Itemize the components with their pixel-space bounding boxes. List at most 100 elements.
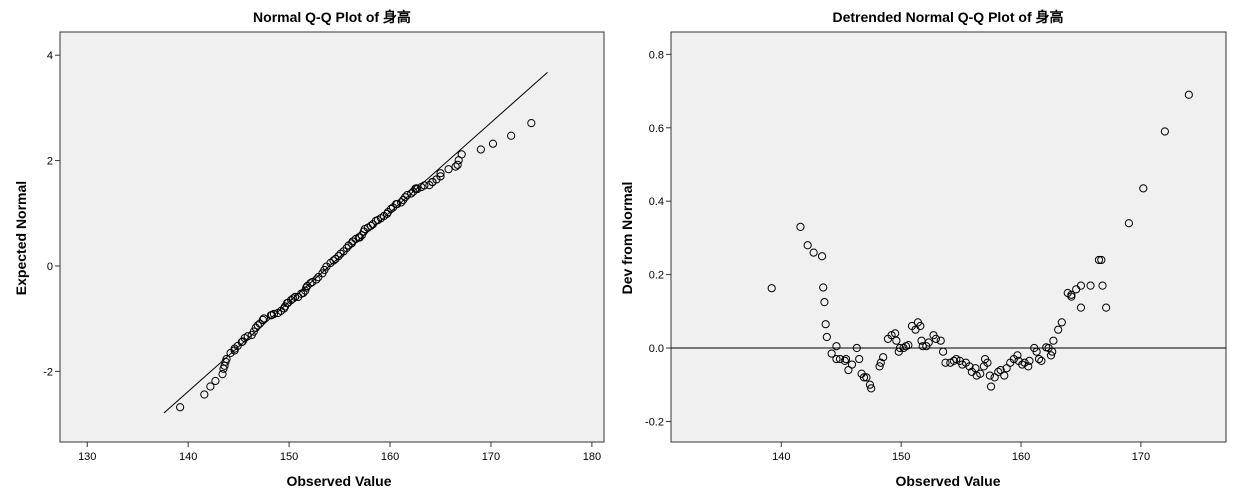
detrended-qq-chart: Detrended Normal Q-Q Plot of 身高 Observed…: [619, 9, 1227, 489]
data-point: [355, 233, 364, 242]
data-point: [832, 342, 841, 351]
data-point: [859, 373, 869, 382]
data-point: [867, 384, 876, 393]
data-point: [817, 252, 827, 261]
data-point: [401, 193, 410, 202]
data-point: [1037, 356, 1046, 365]
x-tick-label: 150: [892, 451, 910, 463]
data-point: [206, 382, 215, 391]
data-point: [392, 199, 402, 209]
data-point: [342, 244, 351, 253]
data-point: [827, 349, 836, 358]
data-point: [366, 221, 375, 230]
y-tick-label: 0.6: [649, 123, 664, 135]
data-point: [904, 340, 913, 350]
chart-title: Detrended Normal Q-Q Plot of 身高: [832, 9, 1063, 25]
x-axis-label: Observed Value: [286, 473, 391, 489]
data-point: [1097, 255, 1106, 265]
data-point: [308, 277, 317, 287]
data-point: [809, 248, 818, 257]
data-point: [895, 343, 905, 353]
data-point: [334, 251, 343, 261]
data-point: [941, 358, 950, 367]
data-point: [835, 354, 845, 364]
data-point: [259, 314, 268, 323]
data-point: [386, 204, 396, 214]
data-point: [253, 321, 262, 330]
data-point: [428, 178, 437, 187]
data-point: [965, 362, 974, 371]
data-point: [1086, 281, 1095, 290]
data-point: [767, 284, 776, 293]
data-point: [347, 239, 356, 248]
plot-area: [59, 31, 605, 443]
data-point: [397, 198, 406, 207]
y-tick-label: 0.2: [649, 270, 664, 282]
data-point: [949, 356, 958, 365]
data-point: [176, 403, 185, 412]
data-point: [852, 343, 861, 353]
data-point: [983, 358, 992, 367]
data-point: [847, 360, 857, 369]
y-tick-label: -0.2: [645, 416, 664, 428]
data-point: [436, 169, 445, 178]
data-point: [876, 358, 885, 367]
data-point: [855, 354, 864, 364]
data-point: [803, 241, 812, 250]
x-tick-label: 140: [179, 451, 197, 463]
data-point: [249, 327, 258, 336]
data-point: [211, 376, 220, 386]
data-point: [382, 209, 392, 218]
data-point: [841, 354, 851, 364]
data-point: [1046, 351, 1056, 360]
normal-qq-chart: Normal Q-Q Plot of 身高 Observed Value Exp…: [13, 9, 605, 489]
x-tick-label: 150: [280, 451, 298, 463]
data-point: [306, 279, 315, 288]
data-point: [451, 162, 460, 171]
data-point: [936, 336, 945, 345]
data-point: [457, 150, 466, 159]
x-tick-label: 180: [583, 451, 601, 463]
data-point: [892, 336, 901, 345]
data-point: [1184, 90, 1193, 99]
data-point: [879, 353, 888, 362]
data-point: [820, 298, 829, 307]
y-axis-label: Dev from Normal: [619, 182, 635, 295]
data-point: [1102, 303, 1111, 312]
data-point: [200, 390, 209, 399]
data-point: [407, 189, 416, 198]
data-point: [420, 181, 429, 190]
x-tick-label: 140: [772, 451, 790, 463]
data-point: [918, 342, 927, 351]
data-point: [1057, 318, 1066, 327]
data-point: [1032, 347, 1041, 356]
data-point: [821, 320, 830, 329]
data-point: [985, 371, 994, 380]
data-point: [1067, 290, 1076, 299]
data-point: [507, 131, 516, 140]
data-point: [413, 184, 422, 194]
x-tick-label: 160: [1012, 451, 1030, 463]
data-point: [819, 283, 828, 292]
data-point: [1000, 371, 1009, 380]
y-tick-label: 0: [47, 261, 53, 273]
data-point: [840, 356, 849, 365]
x-tick-label: 170: [482, 451, 500, 463]
y-tick-label: 0.8: [649, 49, 664, 61]
data-point: [924, 338, 933, 347]
data-point: [226, 348, 235, 358]
chart-title: Normal Q-Q Plot of 身高: [253, 9, 411, 25]
y-tick-label: 0.0: [649, 343, 664, 355]
plot-area: [670, 31, 1227, 443]
data-point: [403, 191, 412, 200]
data-point: [1048, 347, 1057, 356]
x-tick-label: 130: [78, 451, 96, 463]
y-tick-label: 4: [47, 50, 53, 62]
data-point: [476, 145, 485, 154]
data-point: [444, 165, 453, 174]
data-point: [1018, 360, 1027, 369]
data-point: [1049, 336, 1058, 345]
data-point: [899, 343, 908, 353]
data-point: [331, 254, 340, 264]
